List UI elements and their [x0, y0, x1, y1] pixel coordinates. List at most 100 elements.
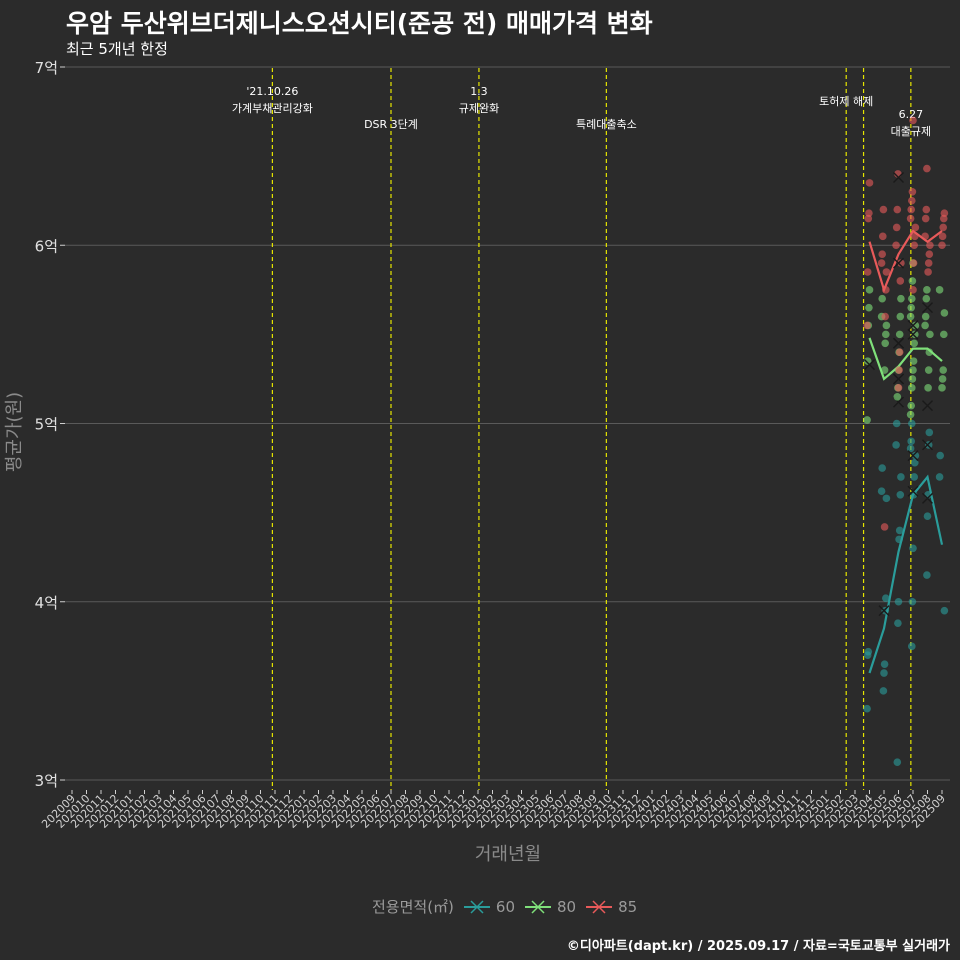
data-point	[863, 704, 871, 713]
data-point	[863, 357, 872, 365]
legend-item-80: 80	[523, 898, 576, 916]
data-point	[895, 348, 904, 357]
data-point	[897, 473, 905, 481]
cross-marker	[922, 492, 933, 504]
data-point	[882, 494, 891, 503]
y-axis-label: 평균가(원)	[4, 392, 25, 472]
data-point	[935, 473, 944, 481]
data-point	[938, 375, 947, 383]
data-point	[908, 294, 916, 303]
data-point	[893, 392, 902, 401]
data-point	[863, 268, 872, 276]
cross-marker	[893, 337, 904, 349]
data-point	[908, 597, 917, 606]
data-point	[909, 544, 917, 553]
data-point	[909, 116, 917, 125]
cross-marker	[893, 172, 904, 184]
data-point	[940, 309, 949, 317]
data-point	[882, 321, 891, 330]
series-line	[868, 229, 943, 294]
data-point	[908, 375, 917, 383]
cross-marker	[893, 257, 904, 269]
data-point	[924, 366, 933, 374]
data-point	[911, 451, 920, 460]
data-point	[924, 384, 932, 392]
data-point	[908, 196, 916, 205]
data-point	[896, 312, 905, 321]
data-point	[911, 458, 919, 467]
data-point	[894, 597, 903, 606]
series-85	[863, 116, 949, 531]
event-label: 1.3	[470, 85, 488, 98]
data-point	[940, 330, 948, 339]
data-point	[881, 312, 889, 321]
y-tick-label: 3억	[35, 772, 58, 790]
data-point	[896, 277, 905, 285]
data-point	[939, 366, 947, 374]
data-point	[936, 451, 944, 460]
axes: 3억4억5억6억7억202009202010202011202012202101…	[35, 59, 948, 831]
data-point	[921, 312, 930, 321]
data-point	[908, 384, 916, 392]
data-point	[938, 384, 946, 392]
data-point	[910, 339, 918, 348]
data-point	[911, 223, 920, 232]
data-point	[892, 223, 901, 232]
data-point	[935, 286, 944, 294]
data-point	[907, 401, 915, 410]
cross-marker	[864, 359, 875, 371]
cross-marker	[907, 328, 919, 340]
data-point	[865, 179, 874, 187]
event-label: 특례대출축소	[576, 118, 637, 131]
data-point	[882, 330, 890, 339]
data-point	[911, 321, 920, 330]
data-point	[907, 303, 915, 312]
legend-label-85: 85	[618, 897, 638, 916]
data-point	[880, 669, 888, 677]
data-point	[921, 214, 930, 223]
data-point	[863, 416, 871, 424]
data-point	[895, 366, 903, 374]
event-label: 대출규제	[891, 125, 931, 138]
data-point	[897, 294, 905, 303]
event-label: DSR 3단계	[364, 118, 418, 131]
data-point	[911, 330, 919, 339]
legend-item-60: 60	[462, 898, 515, 916]
y-tick-label: 4억	[35, 594, 58, 612]
data-point	[924, 441, 933, 449]
data-point	[882, 268, 891, 276]
data-point	[926, 241, 934, 250]
event-label: '21.10.26	[246, 85, 298, 98]
cross-marker	[907, 485, 919, 497]
cross-marker	[907, 450, 919, 462]
data-point	[909, 366, 917, 374]
data-point	[909, 259, 918, 267]
data-point	[906, 214, 915, 223]
series-60	[863, 396, 949, 766]
source-caption: ©디아파트(dapt.kr) / 2025.09.17 / 자료=국토교통부 실…	[566, 939, 950, 954]
data-point	[879, 205, 888, 214]
data-point	[938, 241, 946, 250]
data-point	[910, 473, 918, 481]
cross-marker	[878, 605, 890, 617]
data-point	[907, 437, 915, 446]
data-point	[892, 419, 901, 428]
data-point	[922, 205, 931, 214]
data-point	[940, 209, 949, 217]
data-point	[924, 259, 933, 267]
data-point	[925, 428, 934, 437]
series-line	[868, 474, 944, 674]
data-point	[910, 241, 918, 250]
data-point	[909, 286, 917, 294]
cross-marker	[922, 302, 933, 314]
data-point	[923, 164, 931, 173]
data-point	[908, 419, 916, 428]
series-80	[863, 259, 949, 424]
data-point	[906, 410, 915, 419]
data-point	[879, 232, 887, 241]
data-point	[908, 277, 917, 285]
data-point	[892, 241, 900, 250]
data-point	[908, 187, 917, 196]
data-point	[892, 441, 900, 449]
data-point	[894, 384, 903, 392]
